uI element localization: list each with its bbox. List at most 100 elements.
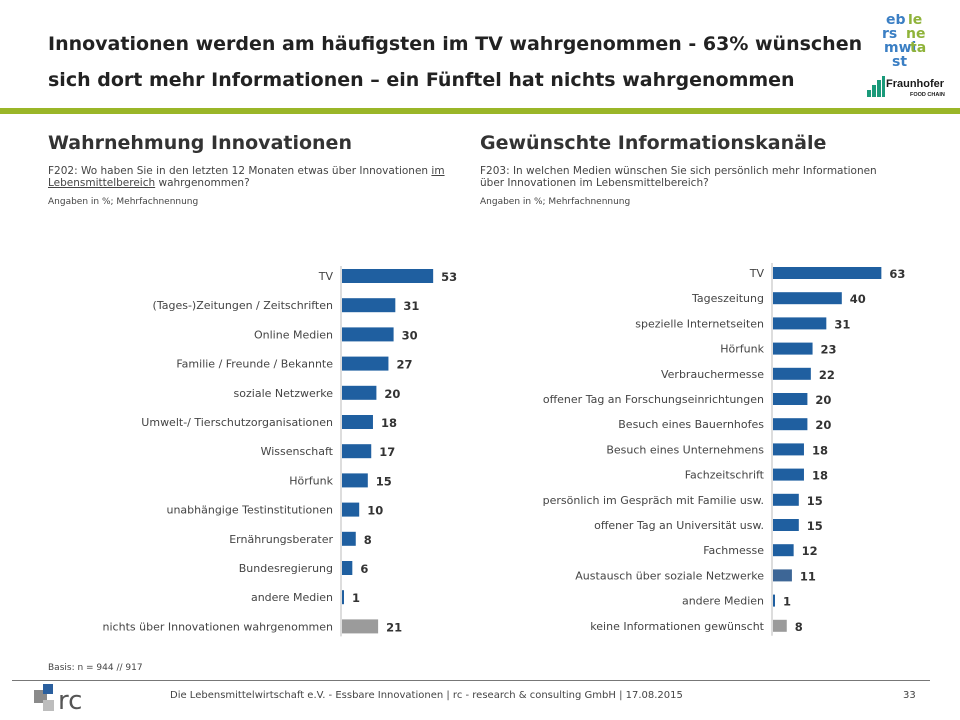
- value-label: 18: [812, 469, 828, 483]
- bar: [773, 594, 775, 607]
- bar: [773, 493, 799, 506]
- headline-line-1: Innovationen werden am häufigsten im TV …: [48, 33, 863, 55]
- value-label: 31: [834, 317, 850, 331]
- value-label: 10: [367, 504, 383, 518]
- value-label: 53: [441, 270, 457, 284]
- bar: [342, 298, 396, 313]
- category-label: Ernährungsberater: [229, 533, 333, 546]
- value-label: 23: [821, 343, 837, 357]
- category-label: soziale Netzwerke: [234, 387, 334, 400]
- logo-letters: ne: [906, 26, 925, 42]
- bar: [773, 619, 787, 632]
- category-label: andere Medien: [251, 591, 333, 604]
- bar: [342, 356, 389, 371]
- value-label: 40: [850, 292, 866, 306]
- value-label: 12: [802, 544, 818, 558]
- left-question: F202: Wo haben Sie in den letzten 12 Mon…: [48, 165, 448, 189]
- logo-letters: rs: [882, 26, 897, 42]
- category-label: Online Medien: [254, 328, 333, 341]
- rc-logo: rc: [34, 684, 82, 714]
- svg-text:rc: rc: [58, 686, 82, 714]
- category-label: Austausch über soziale Netzwerke: [575, 569, 764, 582]
- bar: [773, 292, 842, 305]
- category-label: TV: [749, 267, 765, 280]
- footer-text: Die Lebensmittelwirtschaft e.V. - Essbar…: [170, 690, 683, 701]
- value-label: 15: [807, 494, 823, 508]
- category-label: Familie / Freunde / Bekannte: [176, 358, 333, 371]
- page-number: 33: [903, 690, 916, 701]
- left-section-title: Wahrnehmung Innovationen: [48, 132, 352, 154]
- fraunhofer-wordmark: Fraunhofer: [886, 78, 945, 90]
- value-label: 15: [807, 519, 823, 533]
- bar: [342, 269, 434, 283]
- bar: [773, 569, 792, 582]
- logo-letters: st: [892, 54, 907, 70]
- bar: [773, 468, 804, 481]
- footer-divider: [12, 680, 930, 681]
- fraunhofer-subtitle: FOOD CHAIN: [910, 92, 945, 98]
- bar: [342, 531, 356, 546]
- perception-bar-chart: TV 53 (Tages-)Zeitungen / Zeitschriften 31 O…: [103, 266, 457, 637]
- category-label: TV: [318, 270, 334, 283]
- category-label: Besuch eines Bauernhofes: [618, 418, 764, 431]
- category-label: offener Tag an Universität usw.: [594, 519, 764, 532]
- value-label: 8: [795, 620, 803, 634]
- value-label: 31: [403, 299, 419, 313]
- bar: [342, 415, 373, 429]
- category-label: offener Tag an Forschungseinrichtungen: [543, 393, 764, 406]
- left-question-underlined: im Lebensmittelbereich: [48, 165, 445, 189]
- logo-letters: eb: [886, 14, 906, 28]
- category-label: andere Medien: [682, 595, 764, 608]
- logo-letters: mwi: [884, 40, 916, 56]
- value-label: 17: [379, 445, 395, 459]
- value-label: 6: [360, 562, 368, 576]
- category-label: Besuch eines Unternehmens: [606, 443, 764, 456]
- bar: [342, 590, 344, 605]
- value-label: 22: [819, 368, 835, 382]
- value-label: 1: [352, 591, 360, 605]
- bar: [773, 443, 804, 456]
- bar: [342, 561, 353, 575]
- value-label: 15: [376, 474, 392, 488]
- value-label: 18: [812, 443, 828, 457]
- value-label: 27: [396, 358, 412, 372]
- category-label: spezielle Internetseiten: [635, 317, 764, 330]
- category-label: Hörfunk: [720, 343, 764, 356]
- bar: [773, 544, 794, 557]
- value-label: 18: [381, 416, 397, 430]
- headline-line-2: sich dort mehr Informationen – ein Fünft…: [48, 69, 795, 91]
- left-note: Angaben in %; Mehrfachnennung: [48, 197, 199, 207]
- bar: [773, 317, 827, 330]
- basis-note: Basis: n = 944 // 917: [48, 663, 143, 673]
- value-label: 1: [783, 595, 791, 609]
- bar: [342, 327, 394, 342]
- bar: [773, 367, 811, 380]
- category-label: Bundesregierung: [239, 562, 333, 575]
- category-label: nichts über Innovationen wahrgenommen: [103, 620, 333, 633]
- right-question: F203: In welchen Medien wünschen Sie sic…: [480, 165, 877, 189]
- value-label: 20: [384, 387, 400, 401]
- category-label: Tageszeitung: [691, 292, 764, 305]
- left-question-end: wahrgenommen?: [155, 177, 250, 189]
- value-label: 20: [815, 393, 831, 407]
- category-label: Wissenschaft: [261, 445, 334, 458]
- desired-channels-bar-chart: TV 63 Tageszeitung 40 spezielle Internetseit…: [543, 263, 905, 636]
- right-note: Angaben in %; Mehrfachnennung: [480, 197, 631, 207]
- category-label: Umwelt-/ Tierschutzorganisationen: [141, 416, 333, 429]
- fraunhofer-logo: Fraunhofer FOOD CHAIN: [866, 76, 956, 102]
- bar: [773, 342, 813, 355]
- value-label: 8: [364, 533, 372, 547]
- value-label: 63: [889, 267, 905, 281]
- right-section-title: Gewünschte Informationskanäle: [480, 132, 827, 154]
- bar: [342, 619, 379, 634]
- slide-headline: Innovationen werden am häufigsten im TV …: [48, 26, 878, 98]
- category-label: (Tages-)Zeitungen / Zeitschriften: [153, 299, 333, 312]
- left-question-text: F202: Wo haben Sie in den letzten 12 Mon…: [48, 165, 432, 177]
- bar: [342, 444, 372, 459]
- category-label: Hörfunk: [289, 474, 333, 487]
- logo-letters: ta: [910, 40, 926, 56]
- category-label: unabhängige Testinstitutionen: [166, 504, 333, 517]
- bar: [773, 418, 808, 431]
- category-label: Fachzeitschrift: [685, 469, 765, 482]
